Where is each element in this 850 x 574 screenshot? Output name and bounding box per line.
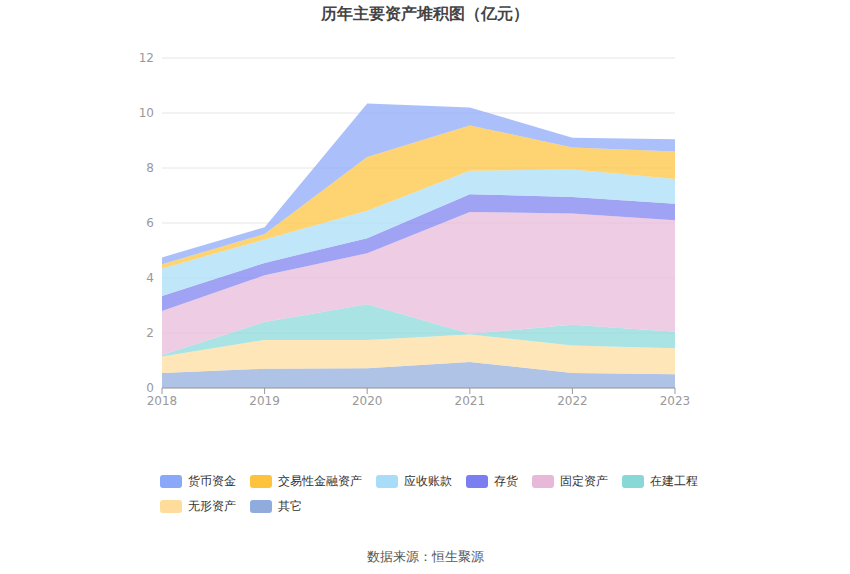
html-text:存货: 存货 xyxy=(494,474,518,488)
html-text:交易性金融资产: 交易性金融资产 xyxy=(278,474,362,488)
svg-text:8: 8 xyxy=(146,161,154,175)
svg-text:4: 4 xyxy=(146,271,154,285)
svg-text:2022: 2022 xyxy=(557,394,588,408)
svg-text:2020: 2020 xyxy=(352,394,383,408)
html-text:无形资产: 无形资产 xyxy=(188,499,236,513)
svg-text:2018: 2018 xyxy=(147,394,178,408)
html-text:数据来源：恒生聚源: 数据来源：恒生聚源 xyxy=(366,549,484,564)
svg-text:2019: 2019 xyxy=(249,394,280,408)
html-text:固定资产: 固定资产 xyxy=(560,474,608,488)
html-text:其它: 其它 xyxy=(278,499,302,513)
svg-text:2: 2 xyxy=(146,326,154,340)
html-text:货币资金: 货币资金 xyxy=(188,474,236,488)
html-text:历年主要资产堆积图（亿元）: 历年主要资产堆积图（亿元） xyxy=(321,4,529,23)
svg-text:12: 12 xyxy=(139,51,154,65)
html-text:应收账款: 应收账款 xyxy=(404,474,452,488)
html-text:在建工程: 在建工程 xyxy=(650,474,698,488)
svg-text:2021: 2021 xyxy=(455,394,486,408)
svg-text:10: 10 xyxy=(139,106,154,120)
svg-text:2023: 2023 xyxy=(660,394,691,408)
svg-text:6: 6 xyxy=(146,216,154,230)
svg-text:0: 0 xyxy=(146,381,154,395)
